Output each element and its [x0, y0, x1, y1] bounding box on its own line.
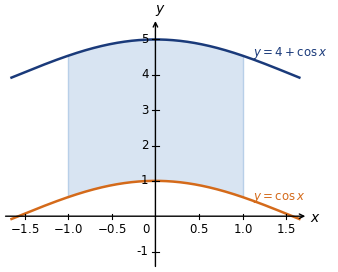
- Text: $y = \cos x$: $y = \cos x$: [253, 191, 306, 205]
- Text: $y = 4 + \cos x$: $y = 4 + \cos x$: [253, 45, 328, 61]
- Text: $1.0$: $1.0$: [233, 222, 252, 236]
- Text: y: y: [156, 2, 164, 17]
- Text: 5: 5: [141, 33, 148, 46]
- Text: 3: 3: [141, 104, 148, 117]
- Text: 1: 1: [141, 174, 148, 187]
- Text: x: x: [311, 211, 319, 225]
- Text: $1.5$: $1.5$: [276, 222, 296, 236]
- Text: $-1.5$: $-1.5$: [10, 222, 39, 236]
- Text: $0.5$: $0.5$: [189, 222, 209, 236]
- Text: 0: 0: [142, 222, 149, 236]
- Text: $-0.5$: $-0.5$: [97, 222, 126, 236]
- Text: -1: -1: [137, 245, 148, 258]
- Text: 2: 2: [141, 139, 148, 152]
- Text: 4: 4: [141, 68, 148, 81]
- Text: $-1.0$: $-1.0$: [53, 222, 83, 236]
